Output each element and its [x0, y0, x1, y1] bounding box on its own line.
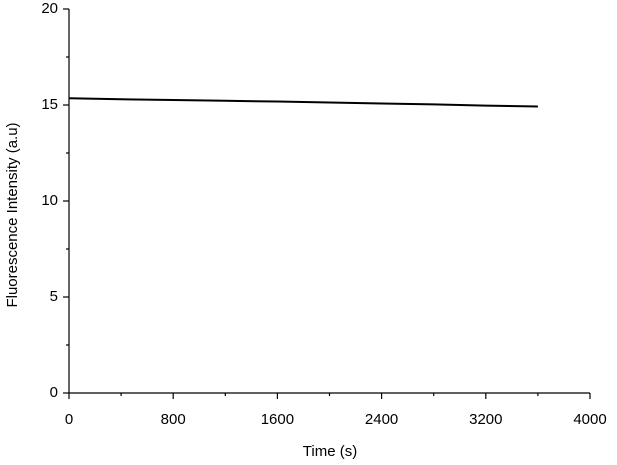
y-axis-label: Fluorescence Intensity (a.u)	[4, 122, 21, 307]
x-axis-label: Time (s)	[303, 443, 357, 460]
y-tick-label: 15	[41, 96, 58, 113]
y-tick-label: 10	[41, 192, 58, 209]
line-series	[68, 97, 538, 108]
x-tick-label: 4000	[573, 411, 606, 428]
y-tick-label: 5	[50, 288, 58, 305]
y-tick-label: 0	[50, 384, 58, 401]
x-tick-label: 3200	[469, 411, 502, 428]
x-tick-label: 2400	[365, 411, 398, 428]
x-tick-label: 1600	[261, 411, 294, 428]
x-tick-label: 0	[65, 411, 73, 428]
x-tick-label: 800	[161, 411, 186, 428]
y-tick-label: 20	[41, 0, 58, 17]
